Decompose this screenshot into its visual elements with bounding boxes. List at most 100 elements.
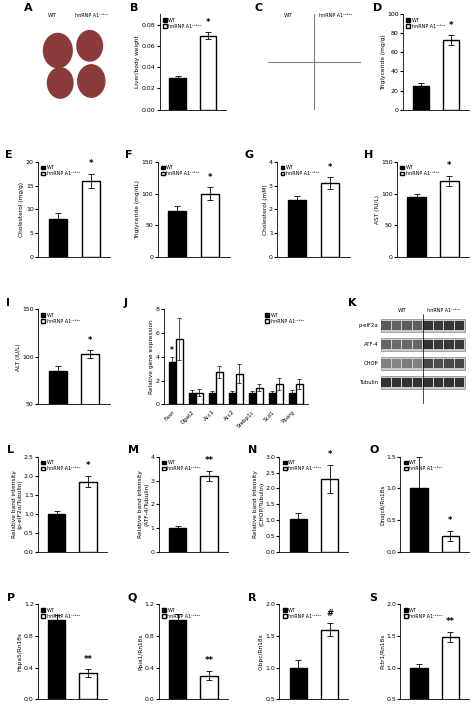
Y-axis label: Hspa5/Rn18s: Hspa5/Rn18s [18, 632, 22, 671]
Text: I: I [6, 298, 9, 308]
Bar [440, 181, 458, 257]
Bar [236, 373, 243, 404]
Bar [289, 392, 295, 404]
Bar [81, 354, 99, 452]
Text: hnRNP A1ᴸˢᵏᵉᴸ: hnRNP A1ᴸˢᵏᵉᴸ [319, 13, 353, 18]
Y-axis label: Liver/body weight: Liver/body weight [135, 35, 140, 89]
Bar [80, 673, 97, 699]
Bar [423, 321, 433, 330]
Text: N: N [248, 446, 258, 456]
Text: P: P [7, 593, 15, 603]
Bar [200, 35, 216, 110]
Bar [413, 86, 429, 110]
Bar [228, 392, 236, 404]
Bar [434, 321, 443, 330]
Bar [443, 40, 459, 110]
Bar [176, 339, 182, 404]
Y-axis label: AST (IU/L): AST (IU/L) [374, 195, 380, 224]
Text: **: ** [446, 617, 455, 627]
Text: C: C [254, 3, 262, 13]
Bar [413, 359, 422, 368]
Bar [408, 197, 426, 257]
Legend: WT, hnRNP A1ᴸˢᵏᵉᴸ: WT, hnRNP A1ᴸˢᵏᵉᴸ [160, 164, 201, 177]
Bar [321, 479, 338, 552]
Text: **: ** [83, 655, 92, 663]
Text: Q: Q [128, 593, 137, 603]
Text: A: A [24, 3, 32, 13]
Y-axis label: Pctr1/Rn18s: Pctr1/Rn18s [380, 634, 385, 670]
Text: L: L [7, 446, 14, 456]
Legend: WT, hnRNP A1ᴸˢᵏᵉᴸ: WT, hnRNP A1ᴸˢᵏᵉᴸ [161, 606, 202, 619]
Text: *: * [447, 161, 452, 170]
Legend: WT, hnRNP A1ᴸˢᵏᵉᴸ: WT, hnRNP A1ᴸˢᵏᵉᴸ [403, 606, 443, 619]
Bar [200, 476, 218, 552]
Text: ATF-4: ATF-4 [364, 342, 379, 347]
Text: CHOP: CHOP [364, 361, 379, 366]
Y-axis label: Clbpc/Rn18s: Clbpc/Rn18s [259, 634, 264, 671]
Y-axis label: Relative gene expression: Relative gene expression [149, 319, 154, 394]
Text: *: * [328, 163, 332, 172]
Bar [392, 321, 401, 330]
Text: M: M [128, 446, 138, 456]
Legend: WT, hnRNP A1ᴸˢᵏᵉᴸ: WT, hnRNP A1ᴸˢᵏᵉᴸ [282, 459, 323, 472]
Bar [445, 359, 454, 368]
Legend: WT, hnRNP A1ᴸˢᵏᵉᴸ: WT, hnRNP A1ᴸˢᵏᵉᴸ [162, 17, 203, 30]
Text: WT: WT [284, 13, 293, 18]
Bar [445, 378, 454, 387]
Bar [382, 321, 391, 330]
Legend: WT, hnRNP A1ᴸˢᵏᵉᴸ: WT, hnRNP A1ᴸˢᵏᵉᴸ [40, 164, 81, 177]
Bar [455, 378, 465, 387]
Bar [381, 338, 465, 351]
Bar [423, 359, 433, 368]
Text: *: * [170, 345, 174, 355]
Legend: WT, hnRNP A1ᴸˢᵏᵉᴸ: WT, hnRNP A1ᴸˢᵏᵉᴸ [264, 311, 305, 324]
Text: S: S [369, 593, 377, 603]
Legend: WT, hnRNP A1ᴸˢᵏᵉᴸ: WT, hnRNP A1ᴸˢᵏᵉᴸ [405, 17, 446, 30]
Text: K: K [348, 298, 357, 308]
Y-axis label: Triglyceride (mg/g): Triglyceride (mg/g) [381, 34, 386, 90]
Bar [321, 183, 339, 257]
Text: **: ** [204, 456, 213, 465]
Bar [209, 392, 216, 404]
Text: E: E [5, 151, 13, 161]
Bar [455, 321, 465, 330]
Y-axis label: Cholesterol (mg/g): Cholesterol (mg/g) [19, 182, 25, 237]
Bar [48, 620, 65, 699]
Bar [201, 193, 219, 257]
Bar [48, 514, 65, 552]
Y-axis label: Dnajc6/Rn18s: Dnajc6/Rn18s [380, 484, 385, 525]
Bar [402, 340, 412, 349]
Bar [321, 629, 338, 721]
Bar [169, 528, 186, 552]
Legend: WT, hnRNP A1ᴸˢᵏᵉᴸ: WT, hnRNP A1ᴸˢᵏᵉᴸ [403, 459, 443, 472]
Text: WT: WT [48, 13, 56, 18]
Bar [169, 362, 176, 404]
Text: p-eIF2α: p-eIF2α [359, 323, 379, 328]
Bar [442, 536, 459, 552]
Bar [196, 392, 203, 404]
Bar [413, 378, 422, 387]
Legend: WT, hnRNP A1ᴸˢᵏᵉᴸ: WT, hnRNP A1ᴸˢᵏᵉᴸ [280, 164, 320, 177]
Circle shape [77, 30, 102, 61]
Bar [402, 321, 412, 330]
Bar [169, 620, 186, 699]
Bar [216, 372, 223, 404]
Text: B: B [130, 3, 138, 13]
Bar [168, 211, 186, 257]
Bar [295, 384, 302, 404]
Bar [248, 392, 255, 404]
Bar [410, 489, 428, 552]
Bar [392, 340, 401, 349]
Text: *: * [86, 461, 91, 470]
Bar [445, 340, 454, 349]
Bar [82, 181, 100, 257]
Bar [382, 378, 391, 387]
Bar [402, 359, 412, 368]
Bar [381, 319, 465, 332]
Y-axis label: Relative band intensity
(CHOP/Tubulin): Relative band intensity (CHOP/Tubulin) [253, 470, 264, 539]
Legend: WT, hnRNP A1ᴸˢᵏᵉᴸ: WT, hnRNP A1ᴸˢᵏᵉᴸ [40, 311, 81, 324]
Circle shape [47, 68, 73, 98]
Bar [290, 668, 307, 721]
Bar [392, 378, 401, 387]
Text: hnRNP A1ᴸˢᵏᵉᴸ: hnRNP A1ᴸˢᵏᵉᴸ [75, 13, 109, 18]
